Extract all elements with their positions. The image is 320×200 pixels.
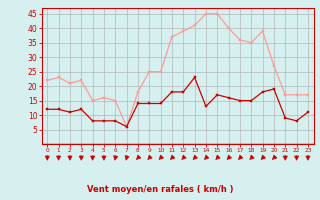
Text: Vent moyen/en rafales ( km/h ): Vent moyen/en rafales ( km/h ) (87, 185, 233, 194)
